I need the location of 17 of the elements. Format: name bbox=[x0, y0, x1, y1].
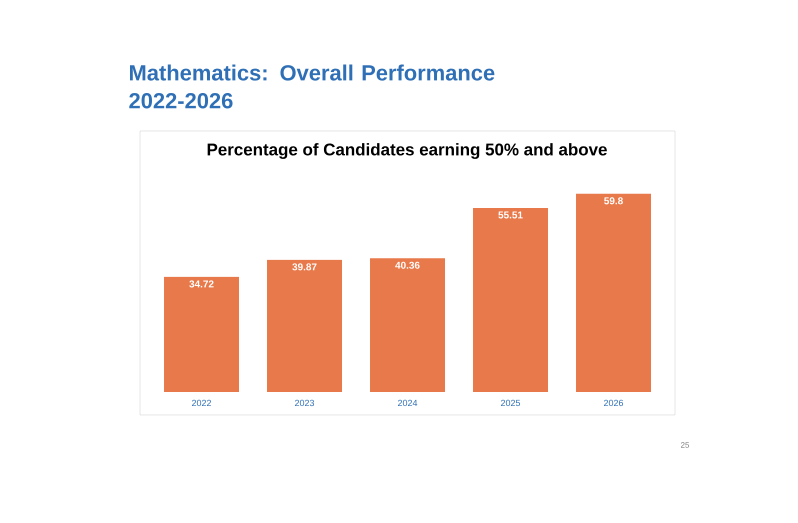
bar bbox=[164, 276, 240, 392]
x-tick-label: 2026 bbox=[604, 400, 624, 406]
x-tick-label: 2022 bbox=[192, 400, 212, 406]
data-label: 39.87 bbox=[292, 263, 317, 270]
bar bbox=[267, 260, 342, 392]
bar bbox=[370, 258, 446, 392]
bar bbox=[576, 194, 652, 392]
data-label: 34.72 bbox=[189, 280, 214, 288]
data-label: 55.51 bbox=[498, 212, 523, 218]
x-tick-label: 2024 bbox=[398, 400, 418, 406]
data-label: 40.36 bbox=[395, 262, 420, 269]
bar bbox=[473, 208, 548, 392]
chart-title: Mathematics: Overall Performance 2022-2026 bbox=[129, 64, 494, 109]
chart-subtitle: Percentage of Candidates earning 50% and above bbox=[208, 143, 607, 159]
x-tick-label: 2023 bbox=[294, 400, 314, 406]
data-label: 59.8 bbox=[604, 197, 623, 204]
x-tick-label: 2025 bbox=[500, 400, 520, 406]
